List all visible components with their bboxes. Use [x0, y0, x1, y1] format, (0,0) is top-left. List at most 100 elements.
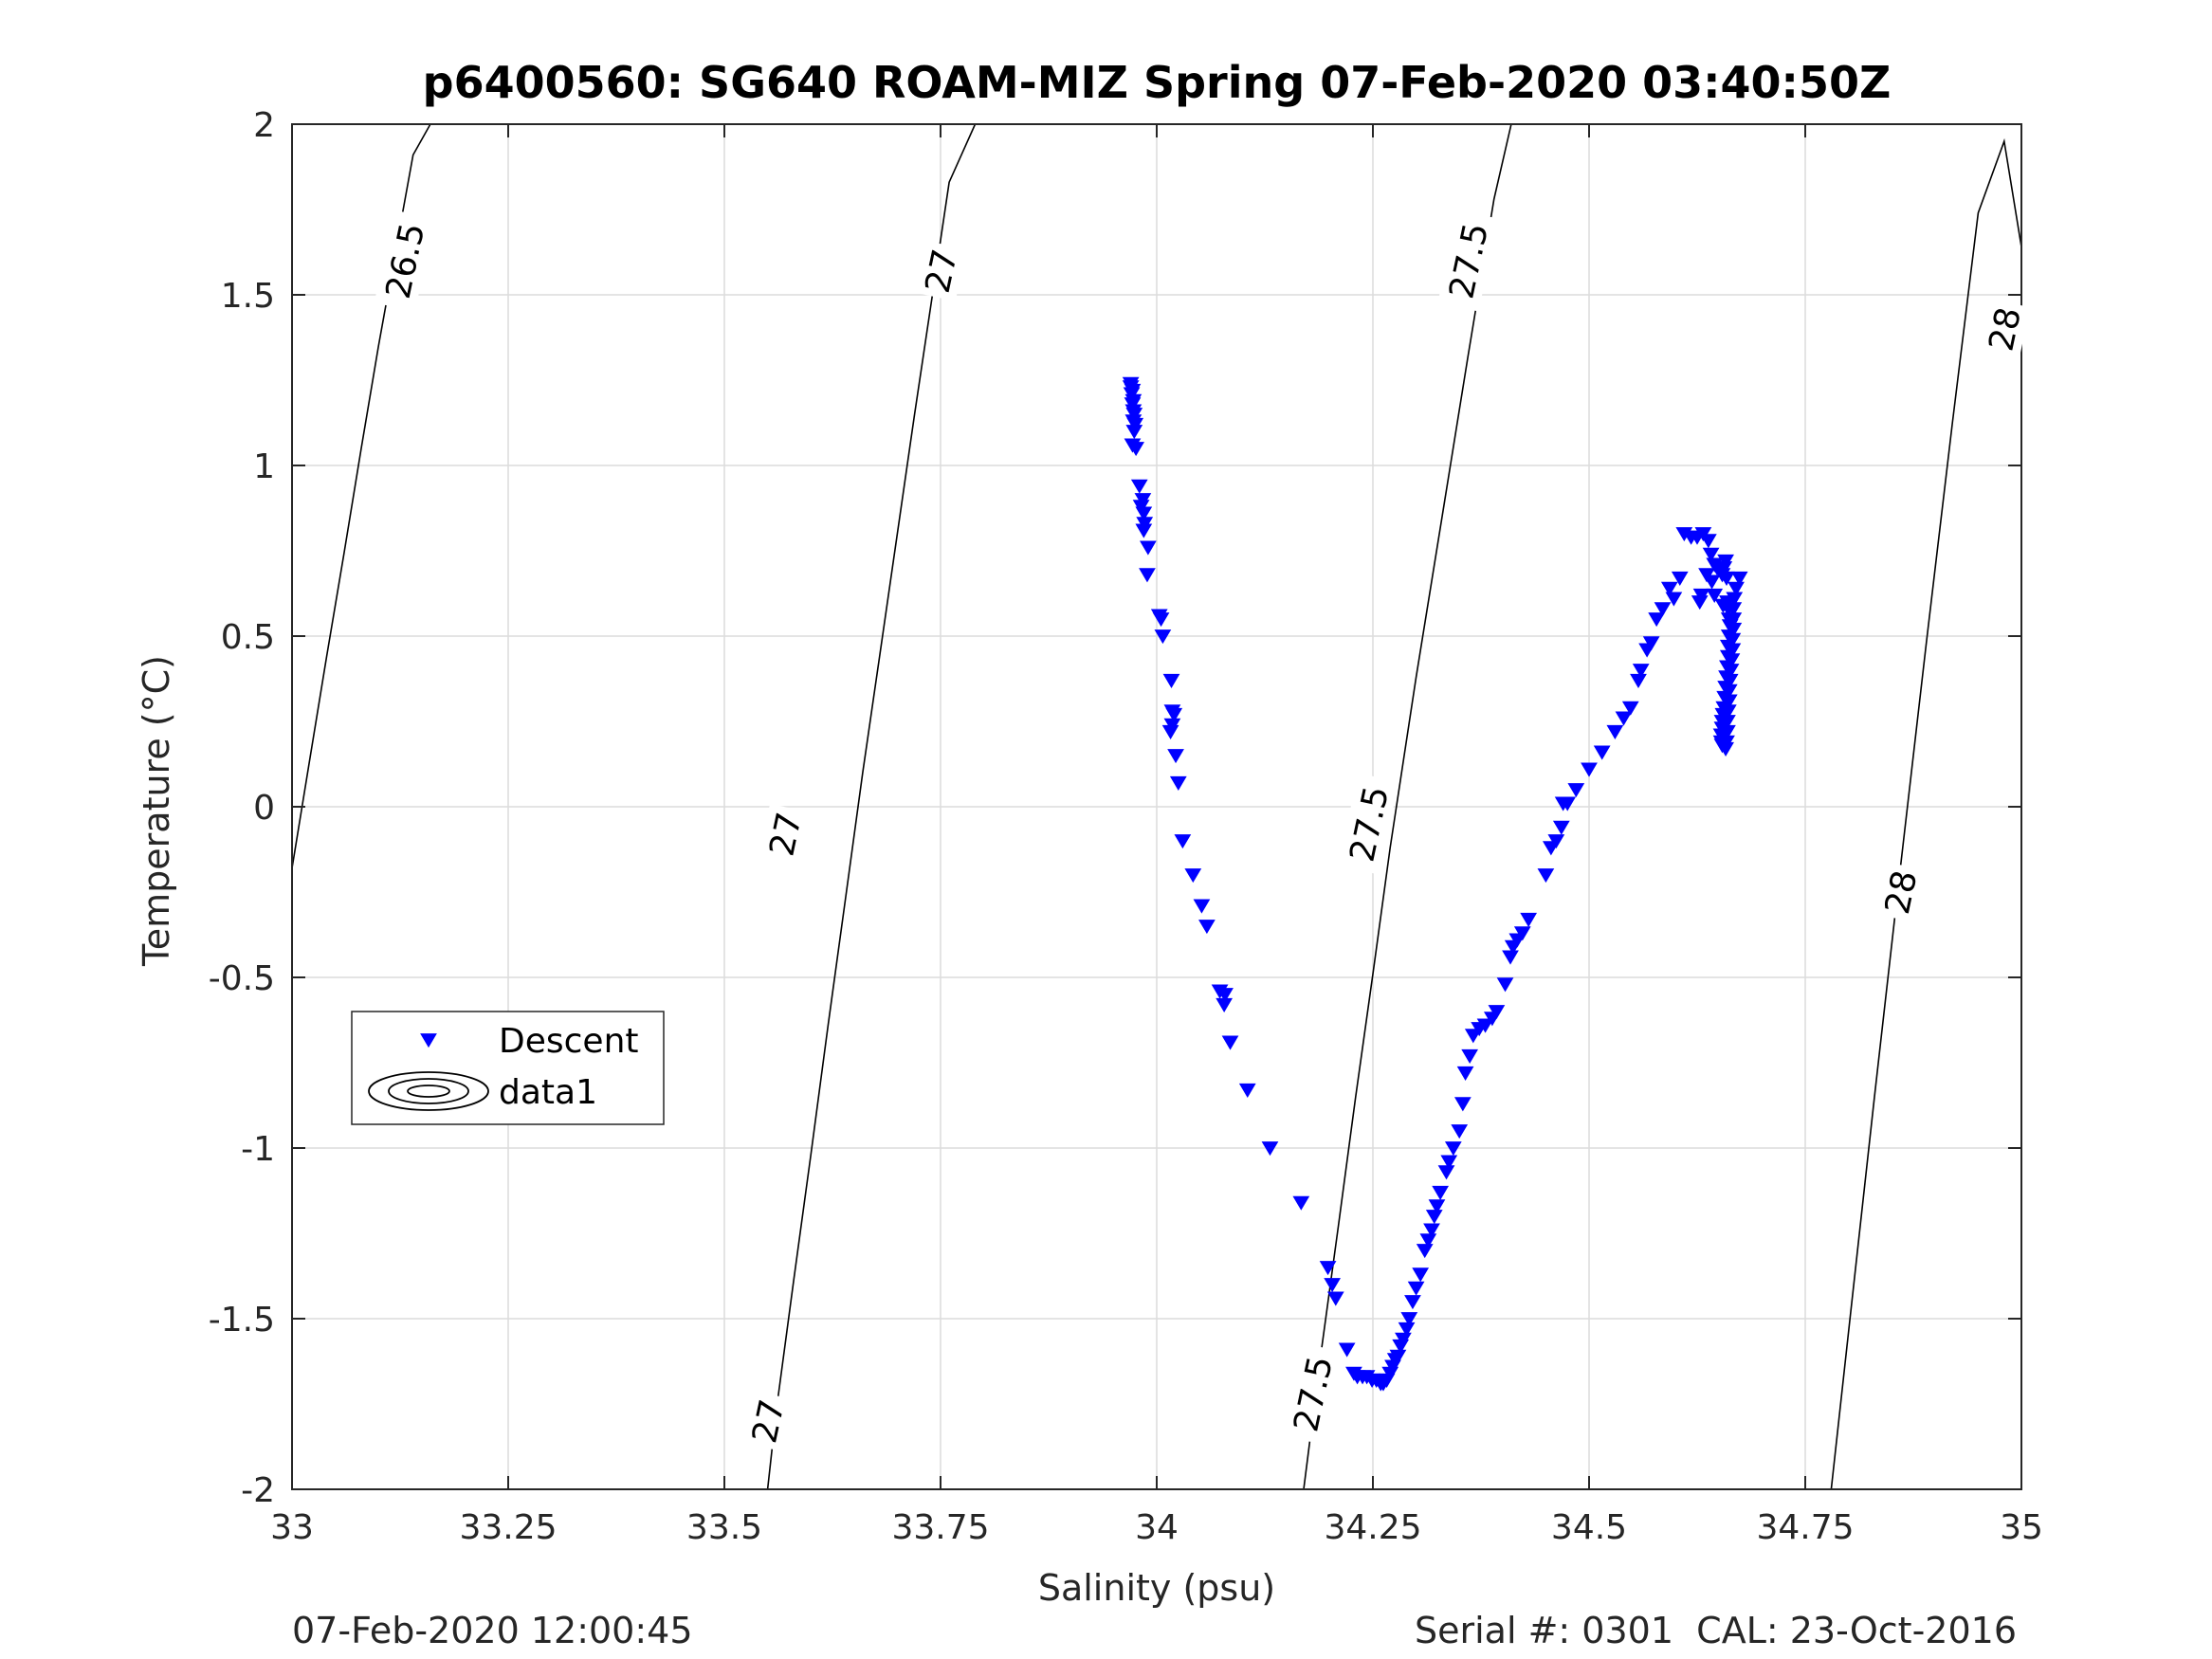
legend-label-descent: Descent — [499, 1022, 639, 1061]
data-point — [1717, 741, 1734, 757]
data-point — [1648, 612, 1666, 628]
data-point — [1127, 442, 1144, 457]
contour-label-bg — [374, 210, 435, 312]
x-tick-label: 34.75 — [1756, 1508, 1854, 1547]
data-point — [1718, 571, 1735, 586]
data-point — [1198, 920, 1216, 935]
data-point — [1456, 1066, 1474, 1081]
x-tick-label: 33.5 — [686, 1508, 762, 1547]
contour-label: 26.5 — [374, 210, 435, 312]
data-point — [1453, 1097, 1472, 1112]
data-point — [1567, 783, 1585, 798]
contour-label-bg — [1874, 862, 1927, 922]
data-point — [1621, 701, 1639, 716]
data-point — [1654, 602, 1672, 617]
contour-label-bg — [1978, 299, 2031, 359]
data-point — [1428, 1199, 1446, 1214]
data-point — [1261, 1141, 1279, 1157]
footer-serial-cal: Serial #: 0301 CAL: 23-Oct-2016 — [1414, 1610, 2017, 1651]
contour-label: 27 — [759, 803, 812, 865]
data-point — [1496, 977, 1514, 993]
data-point — [1630, 673, 1647, 688]
data-point — [1419, 1233, 1437, 1249]
data-point — [1130, 479, 1148, 494]
data-point — [1152, 612, 1170, 628]
data-point — [1702, 547, 1720, 562]
data-point — [1699, 534, 1717, 549]
data-point — [1724, 643, 1742, 658]
data-point — [1404, 1295, 1421, 1310]
data-point — [1165, 707, 1183, 722]
y-axis-label: Temperature (°C) — [136, 655, 177, 967]
data-point — [1221, 1035, 1239, 1050]
data-point — [1725, 612, 1743, 628]
tick-labels: 33 33.25 33.5 33.75 34 34.25 34.5 34.75 35 -2 -1.5… — [209, 106, 2043, 1547]
descent-points — [1122, 376, 1748, 1392]
contour-label-text: 28 — [1878, 867, 1926, 918]
y-tick-label: -1 — [241, 1130, 275, 1169]
data-point — [1451, 1124, 1469, 1139]
data-point — [1476, 1018, 1494, 1033]
isopycnal-line — [1830, 137, 2022, 1490]
data-point — [1184, 868, 1202, 884]
data-point — [1593, 745, 1611, 760]
data-point — [1238, 1083, 1256, 1098]
data-point — [1324, 1278, 1342, 1293]
data-point — [1719, 704, 1737, 720]
x-tick-label: 33.75 — [891, 1508, 989, 1547]
data-point — [1398, 1322, 1416, 1337]
contour-label: 27 — [741, 1391, 794, 1451]
y-tick-label: -0.5 — [209, 959, 275, 998]
data-point — [1714, 598, 1732, 613]
y-tick-label: -2 — [241, 1471, 275, 1510]
data-point — [1615, 711, 1633, 726]
contour-label-bg — [1437, 210, 1499, 312]
data-point — [1606, 724, 1624, 739]
contour-label-text: 27 — [919, 246, 966, 296]
data-point — [1154, 629, 1172, 645]
x-tick-label: 33.25 — [459, 1508, 557, 1547]
data-point — [1719, 724, 1736, 739]
contour-label-bg — [1282, 1342, 1344, 1445]
legend-marker-descent — [420, 1033, 437, 1048]
contour-label-bg — [914, 240, 967, 301]
data-point — [1552, 820, 1570, 835]
data-point — [1407, 1281, 1425, 1296]
data-point — [1416, 1244, 1434, 1259]
data-point — [1632, 664, 1650, 679]
data-point — [1717, 554, 1734, 569]
data-point — [1444, 1141, 1462, 1157]
data-point — [1440, 1155, 1458, 1170]
data-point — [1326, 1291, 1344, 1306]
data-point — [1432, 1185, 1450, 1200]
data-point — [1423, 1223, 1440, 1238]
data-point — [1167, 749, 1184, 764]
y-tick-label: 1 — [253, 447, 275, 486]
data-point — [1724, 632, 1742, 647]
x-tick-label: 33 — [270, 1508, 314, 1547]
data-point — [1139, 568, 1156, 583]
data-point — [1437, 1165, 1455, 1180]
data-point — [1728, 581, 1745, 596]
data-point — [1125, 425, 1143, 440]
contour-label-bg — [1338, 773, 1399, 875]
data-point — [1216, 997, 1234, 1012]
data-point — [1698, 568, 1715, 583]
data-point — [1216, 988, 1234, 1003]
y-tick-label: 0 — [253, 789, 275, 828]
data-point — [1135, 506, 1153, 521]
legend: Descent data1 — [351, 1011, 665, 1125]
contour-label: 28 — [1978, 299, 2031, 359]
legend-box — [351, 1011, 665, 1125]
data-point — [1135, 523, 1153, 538]
contour-label-text: 27 — [762, 809, 810, 859]
data-point — [1161, 724, 1179, 739]
data-point — [1520, 912, 1538, 927]
data-point — [1389, 1349, 1407, 1364]
y-tick-label: -1.5 — [209, 1301, 275, 1340]
data-point — [1513, 926, 1531, 941]
x-tick-label: 34 — [1135, 1508, 1179, 1547]
data-point — [1730, 571, 1748, 586]
isopycnal-line — [766, 123, 977, 1490]
